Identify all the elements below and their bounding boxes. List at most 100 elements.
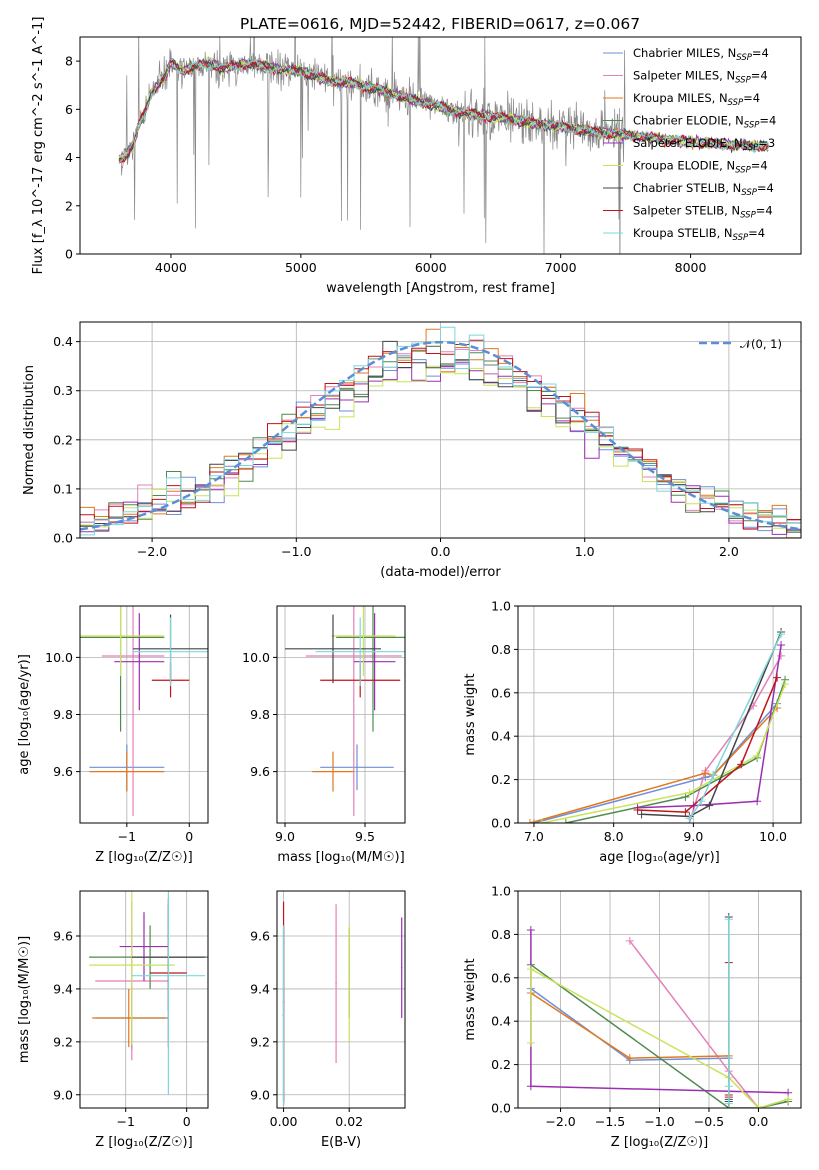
y-tick-label: 6 xyxy=(65,102,73,117)
data-point xyxy=(348,982,351,985)
x-tick-label: −1.0 xyxy=(281,544,311,559)
model-spectrum-8 xyxy=(118,58,769,163)
weight-marker xyxy=(777,630,786,639)
x-tick-label: −2.0 xyxy=(137,544,167,559)
axes-frame xyxy=(79,890,209,1109)
y-tick-label: 9.6 xyxy=(250,764,270,779)
y-axis-label: mass [log₁₀(M/M☉)] xyxy=(17,936,32,1063)
weight-marker xyxy=(753,751,762,760)
weight-marker xyxy=(681,808,690,817)
y-tick-label: 0.6 xyxy=(491,685,511,700)
weight-marker xyxy=(737,760,746,769)
weight-marker xyxy=(526,965,535,974)
x-tick-label: 4000 xyxy=(155,260,187,275)
weight-marker xyxy=(681,792,690,801)
weight-marker xyxy=(526,1082,535,1091)
data-point xyxy=(167,974,170,977)
y-tick-label: 1.0 xyxy=(491,599,511,614)
y-tick-label: 0.4 xyxy=(491,1014,511,1029)
y-tick-label: 9.0 xyxy=(53,1087,73,1102)
legend-entry: Kroupa ELODIE, NSSP=4 xyxy=(633,159,768,176)
y-tick-label: 9.0 xyxy=(250,1087,270,1102)
legend-entry: Salpeter ELODIE, NSSP=3 xyxy=(633,136,775,153)
x-axis-label: Z [log₁₀(Z/Z☉)] xyxy=(611,1135,708,1150)
y-tick-label: 0.3 xyxy=(53,383,73,398)
x-tick-label: −0.5 xyxy=(694,1114,724,1129)
residual-histogram-7 xyxy=(80,339,801,530)
chart-mass-vs-ebv: 0.00 0.02 9.0 9.2 9.4 9.6 E(B-V) xyxy=(250,890,406,1150)
x-tick-label: 8.0 xyxy=(604,829,624,844)
x-tick-label: 7000 xyxy=(545,260,577,275)
plot-area xyxy=(118,37,769,254)
weight-marker xyxy=(701,769,710,778)
weight-marker xyxy=(724,915,733,924)
y-tick-label: 9.6 xyxy=(53,764,73,779)
residual-histogram-6 xyxy=(80,340,801,533)
weight-marker xyxy=(784,1095,793,1104)
x-tick-label: −1.5 xyxy=(595,1114,625,1129)
y-tick-label: 0.0 xyxy=(53,531,73,546)
x-axis-label: Z [log₁₀(Z/Z☉)] xyxy=(95,850,192,865)
chart-weight-vs-age: 7.0 8.0 9.0 10.0 0.0 0.2 0.4 0.6 0.8 1.0 age [log₁… xyxy=(463,599,802,865)
legend-entry: Chabrier STELIB, NSSP=4 xyxy=(633,181,774,198)
y-axis-label: Normed distribution xyxy=(22,365,37,495)
weight-series-3 xyxy=(530,964,789,1108)
y-tick-label: 9.4 xyxy=(53,981,73,996)
residual-histogram-8 xyxy=(80,326,801,536)
data-point xyxy=(127,1017,130,1019)
data-point xyxy=(169,650,172,653)
x-axis-label: E(B-V) xyxy=(321,1135,361,1150)
data-point xyxy=(356,766,358,769)
x-axis-label: Z [log₁₀(Z/Z☉)] xyxy=(95,1135,192,1150)
data-point xyxy=(138,660,141,663)
weight-marker xyxy=(777,651,786,660)
weight-marker xyxy=(525,819,534,823)
x-tick-label: 0.00 xyxy=(270,1114,298,1129)
x-tick-label: −1.0 xyxy=(644,1114,674,1129)
y-tick-label: 10.0 xyxy=(242,650,270,665)
model-spectrum-7 xyxy=(118,59,769,164)
y-tick-label: 9.2 xyxy=(250,1034,270,1049)
y-tick-label: 0.2 xyxy=(53,432,73,447)
data-point xyxy=(359,650,362,653)
y-tick-label: 2 xyxy=(65,198,73,213)
weight-marker xyxy=(705,801,714,810)
weight-series-6 xyxy=(641,631,782,818)
axes-frame xyxy=(276,890,406,1109)
data-point xyxy=(373,660,376,663)
normal-curve xyxy=(80,340,799,531)
axes-frame xyxy=(79,36,802,255)
weight-marker xyxy=(625,936,634,945)
x-tick-label: 8000 xyxy=(675,260,707,275)
legend-entry: Kroupa MILES, NSSP=4 xyxy=(633,91,760,108)
weight-marker xyxy=(781,680,790,689)
y-tick-label: 9.4 xyxy=(250,981,270,996)
data-point xyxy=(332,648,334,650)
x-tick-label: 5000 xyxy=(285,260,317,275)
plot-area xyxy=(80,606,208,816)
y-axis-label: age [log₁₀(age/yr)] xyxy=(17,654,32,775)
data-point xyxy=(143,945,145,948)
x-tick-label: 7.0 xyxy=(524,829,544,844)
chart-age-vs-mass: 9.0 9.5 9.6 9.8 10.0 mass [log₁₀(M/M☉)] xyxy=(242,605,406,865)
data-point xyxy=(353,655,355,657)
model-spectrum-4 xyxy=(118,58,769,157)
weight-marker xyxy=(526,926,535,935)
plots: Chabrier MILES, NSSP=4 Salpeter MILES, NS… xyxy=(17,17,802,1150)
weight-marker xyxy=(685,814,694,823)
x-tick-label: −1 xyxy=(116,1114,134,1129)
x-tick-label: 0 xyxy=(185,829,193,844)
y-tick-label: 0.8 xyxy=(491,642,511,657)
y-tick-label: 0 xyxy=(65,247,73,262)
weight-series-7 xyxy=(637,677,778,813)
y-axis-label: mass weight xyxy=(463,673,478,755)
y-tick-label: 9.8 xyxy=(53,707,73,722)
x-tick-label: 2.0 xyxy=(719,544,739,559)
weight-marker xyxy=(754,1104,763,1108)
data-point xyxy=(335,982,337,985)
y-tick-label: 1.0 xyxy=(491,884,511,899)
weight-marker xyxy=(633,805,642,814)
legend-entry: 𝒩(0, 1) xyxy=(740,337,782,351)
y-tick-label: 0.4 xyxy=(53,334,73,349)
